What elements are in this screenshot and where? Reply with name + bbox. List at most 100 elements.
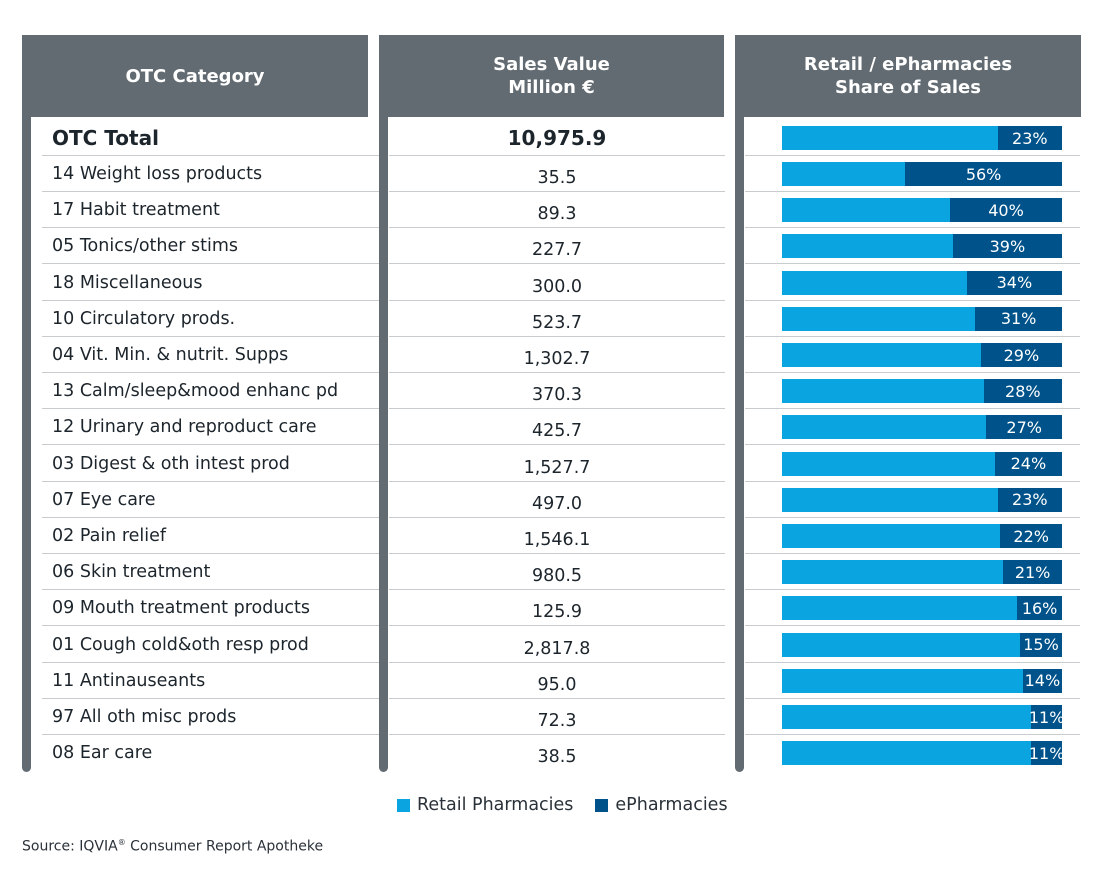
legend-item-retail: Retail Pharmacies <box>397 795 573 815</box>
share-bar-retail: 23% <box>782 487 1062 512</box>
share-bar-epharmacies: 40% <box>950 198 1062 223</box>
share-bar-epharmacies: 15% <box>1020 632 1062 657</box>
row-separator <box>42 516 379 518</box>
row-separator <box>42 227 379 229</box>
row-sales-value: 980.5 <box>531 566 583 587</box>
row-separator <box>389 553 725 554</box>
row-separator <box>42 589 379 591</box>
row-category: 06 Skin treatment <box>52 562 211 583</box>
share-bar-epharmacies: 22% <box>1000 524 1062 548</box>
share-bar-retail: 28% <box>782 379 1062 404</box>
row-separator <box>389 589 725 591</box>
legend-swatch-epharmacies <box>595 798 609 812</box>
legend-item-epharmacies: ePharmacies <box>595 795 728 815</box>
row-category: 02 Pain relief <box>52 526 167 546</box>
row-separator <box>42 335 379 337</box>
table-row: 17 Habit treatment 89.3 40% <box>32 192 1080 229</box>
row-separator <box>745 480 1080 482</box>
table-row: 05 Tonics/other stims 227.7 39% <box>32 228 1080 265</box>
row-separator <box>389 516 725 518</box>
source-note: Source: IQVIA® Consumer Report Apotheke <box>22 838 323 855</box>
share-bar-epharmacies: 11% <box>1029 741 1064 766</box>
row-separator <box>745 516 1080 518</box>
share-bar-retail: 29% <box>782 343 1062 367</box>
row-sales-value: 2,817.8 <box>523 638 591 659</box>
row-category: 17 Habit treatment <box>52 200 220 221</box>
share-bar-retail: 40% <box>782 198 1062 223</box>
table-row: 18 Miscellaneous 300.0 34% <box>32 265 1080 301</box>
row-separator <box>745 335 1080 337</box>
share-bar-epharmacies: 34% <box>966 270 1062 295</box>
share-bar-epharmacies: 56% <box>905 162 1062 186</box>
share-bar-epharmacies: 27% <box>986 415 1062 440</box>
header-category-label: OTC Category <box>125 65 265 87</box>
row-sales-value: 497.0 <box>531 493 583 514</box>
table-row: 06 Skin treatment 980.5 21% <box>32 554 1080 591</box>
share-bar-epharmacies: 29% <box>980 343 1062 367</box>
registered-mark: ® <box>117 838 126 847</box>
row-separator <box>42 661 379 663</box>
row-separator <box>745 299 1080 301</box>
header-sales-label: Sales Value Million € <box>493 54 610 98</box>
row-category: 05 Tonics/other stims <box>52 236 239 257</box>
share-bar-epharmacies: 21% <box>1003 560 1062 585</box>
row-sales-value: 35.5 <box>537 168 577 188</box>
row-separator <box>745 734 1080 735</box>
share-bar-epharmacies: 31% <box>975 306 1062 331</box>
row-separator <box>389 191 725 192</box>
share-bar-retail: 11% <box>782 705 1064 729</box>
row-sales-value: 72.3 <box>537 711 577 731</box>
row-category: 97 All oth misc prods <box>52 707 237 727</box>
row-sales-value: 370.3 <box>531 385 583 406</box>
column-frame-sales <box>379 35 388 772</box>
row-separator <box>42 155 379 156</box>
row-category: 11 Antinauseants <box>52 670 206 691</box>
row-category: 04 Vit. Min. & nutrit. Supps <box>52 345 289 365</box>
row-separator <box>42 408 379 410</box>
row-sales-value: 38.5 <box>537 747 577 768</box>
row-separator <box>389 480 725 482</box>
row-category: 13 Calm/sleep&mood enhanc pd <box>52 381 339 402</box>
legend-label-retail: Retail Pharmacies <box>417 795 574 815</box>
share-bar-retail: 14% <box>782 668 1062 693</box>
share-bar-retail: 39% <box>782 234 1062 259</box>
row-separator <box>745 191 1080 192</box>
share-bar-epharmacies: 23% <box>997 487 1062 512</box>
row-separator <box>745 372 1080 373</box>
row-separator <box>42 444 379 446</box>
header-sales: Sales Value Million € <box>379 35 724 117</box>
row-sales-value: 1,302.7 <box>523 349 591 369</box>
table-row: 04 Vit. Min. & nutrit. Supps 1,302.7 29% <box>32 337 1080 373</box>
row-separator <box>745 697 1080 699</box>
share-bar-retail: 22% <box>782 524 1062 548</box>
row-separator <box>389 697 725 699</box>
row-separator <box>42 480 379 482</box>
row-category: 08 Ear care <box>52 743 153 764</box>
row-category: 03 Digest & oth intest prod <box>52 453 290 474</box>
table-row: 01 Cough cold&oth resp prod 2,817.8 15% <box>32 627 1080 663</box>
share-bar-epharmacies: 23% <box>997 126 1062 150</box>
legend-swatch-retail <box>397 798 410 812</box>
row-separator <box>745 263 1080 265</box>
row-separator <box>389 625 725 627</box>
row-separator <box>745 553 1080 554</box>
share-bar-epharmacies: 24% <box>994 451 1062 476</box>
row-separator <box>745 625 1080 627</box>
row-sales-value: 1,546.1 <box>523 530 591 550</box>
share-bar-epharmacies: 39% <box>952 234 1062 259</box>
row-sales-value: 10,975.9 <box>507 126 607 150</box>
row-separator <box>389 661 725 663</box>
share-bar-retail: 27% <box>782 415 1062 440</box>
row-separator <box>745 444 1080 446</box>
row-category: 01 Cough cold&oth resp prod <box>52 634 309 655</box>
row-sales-value: 300.0 <box>531 276 583 297</box>
table-row: OTC Total 10,975.9 23% <box>32 120 1080 156</box>
row-separator <box>389 263 725 265</box>
legend-label-epharmacies: ePharmacies <box>615 795 728 815</box>
row-category: 18 Miscellaneous <box>52 272 203 293</box>
row-category: 09 Mouth treatment products <box>52 598 311 619</box>
row-separator <box>42 263 379 265</box>
row-separator <box>389 299 725 301</box>
share-bar-retail: 34% <box>782 270 1062 295</box>
column-frame-category <box>22 35 31 772</box>
